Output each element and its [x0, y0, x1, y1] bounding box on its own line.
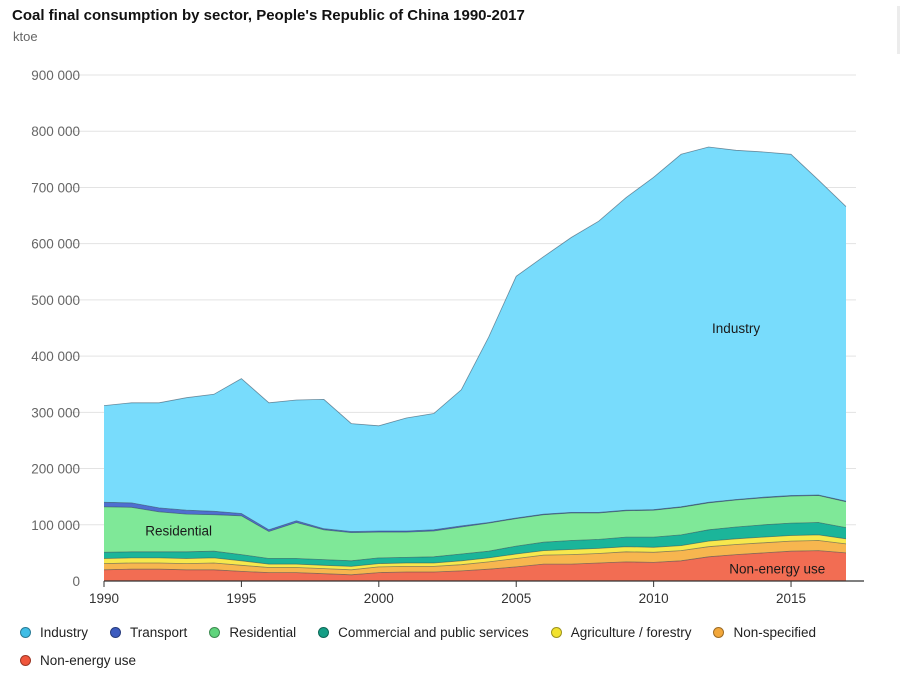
legend-item-non-specified[interactable]: Non-specified — [713, 623, 816, 641]
y-tick-label: 200 000 — [31, 462, 80, 477]
legend-swatch — [318, 626, 330, 638]
scrollbar[interactable] — [897, 6, 900, 54]
legend-label: Residential — [229, 624, 297, 640]
unit-label: ktoe — [13, 29, 38, 44]
legend-label: Transport — [130, 624, 188, 640]
series-annotation: Non-energy use — [729, 562, 825, 577]
series-line — [103, 495, 847, 534]
series-line — [103, 146, 847, 427]
y-tick-label: 300 000 — [31, 405, 80, 420]
legend-label: Commercial and public services — [338, 624, 529, 640]
y-tick-label: 400 000 — [31, 349, 80, 364]
x-tick-label: 1995 — [226, 591, 256, 606]
series-annotation: Residential — [145, 523, 212, 538]
legend-swatch — [550, 626, 562, 638]
legend-label: Industry — [40, 624, 89, 640]
series-line — [103, 522, 847, 562]
x-tick-label: 2005 — [501, 591, 531, 606]
y-tick-label: 0 — [72, 574, 80, 589]
y-tick-label: 100 000 — [31, 518, 80, 533]
area-industry — [104, 147, 846, 532]
x-tick-label: 2000 — [364, 591, 394, 606]
legend-swatch — [713, 626, 725, 638]
area-commercial-and-public-services — [104, 522, 846, 567]
y-tick-label: 500 000 — [31, 293, 80, 308]
series-line — [103, 550, 847, 576]
y-tick-label: 900 000 — [31, 68, 80, 83]
area-non-specified — [104, 540, 846, 575]
legend-item-transport[interactable]: Transport — [110, 623, 187, 641]
legend-label: Non-energy use — [40, 652, 137, 668]
y-tick-label: 800 000 — [31, 124, 80, 139]
legend: Industry Transport Residential Commercia… — [20, 623, 895, 669]
x-tick-label: 2015 — [776, 591, 806, 606]
legend-swatch — [110, 626, 122, 638]
legend-item-industry[interactable]: Industry — [20, 623, 88, 641]
legend-swatch — [20, 654, 31, 666]
x-tick-label: 2010 — [639, 591, 669, 606]
series-line — [103, 494, 847, 532]
legend-swatch — [20, 626, 31, 638]
legend-item-non-energy[interactable]: Non-energy use — [20, 651, 136, 669]
y-tick-label: 600 000 — [31, 237, 80, 252]
legend-item-agriculture[interactable]: Agriculture / forestry — [550, 623, 692, 641]
area-residential — [104, 495, 846, 561]
y-tick-label: 700 000 — [31, 180, 80, 195]
legend-label: Agriculture / forestry — [570, 624, 692, 640]
x-tick-label: 1990 — [89, 591, 119, 606]
legend-item-commercial[interactable]: Commercial and public services — [318, 623, 529, 641]
legend-swatch — [209, 626, 221, 638]
area-agriculture-forestry — [104, 534, 846, 570]
legend-item-residential[interactable]: Residential — [209, 623, 296, 641]
series-annotation: Industry — [712, 321, 760, 336]
area-chart: 0 100 000 200 000 300 000 400 000 500 000 600 … — [31, 68, 864, 606]
series-line — [103, 540, 847, 571]
area-non-energy-use — [104, 550, 846, 581]
chart-title: Coal final consumption by sector, People… — [12, 7, 525, 24]
legend-label: Non-specified — [733, 624, 817, 640]
series-line — [103, 534, 847, 567]
